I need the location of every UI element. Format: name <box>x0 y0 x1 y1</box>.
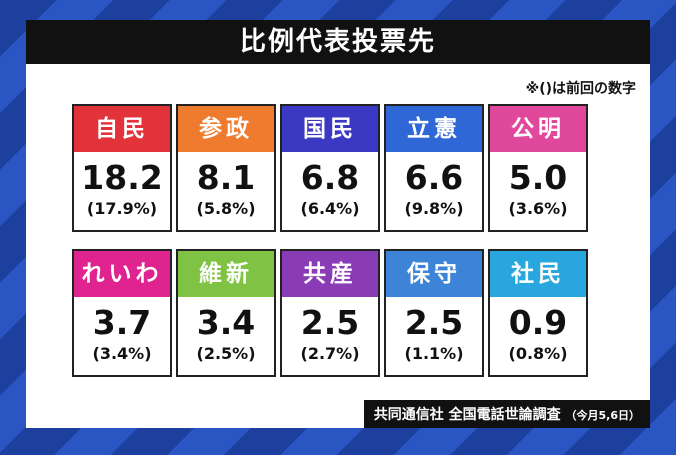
party-tile: 維新 3.4 (2.5%) <box>176 249 276 377</box>
party-tile: 社民 0.9 (0.8%) <box>488 249 588 377</box>
party-tile: 国民 6.8 (6.4%) <box>280 104 380 232</box>
party-tile: 公明 5.0 (3.6%) <box>488 104 588 232</box>
party-tile: 自民 18.2 (17.9%) <box>72 104 172 232</box>
party-previous: (0.8%) <box>508 344 568 363</box>
party-previous: (9.8%) <box>404 199 464 218</box>
party-name: 参政 <box>178 106 274 152</box>
party-name: 公明 <box>490 106 586 152</box>
party-previous: (2.7%) <box>300 344 360 363</box>
party-name: 国民 <box>282 106 378 152</box>
party-name: 維新 <box>178 251 274 297</box>
party-tile: 参政 8.1 (5.8%) <box>176 104 276 232</box>
party-previous: (17.9%) <box>86 199 158 218</box>
party-tile: れいわ 3.7 (3.4%) <box>72 249 172 377</box>
source-main: 共同通信社 全国電話世論調査 <box>373 407 561 423</box>
panel: 比例代表投票先 ※()は前回の数字 自民 18.2 (17.9%) 参政 8.1 (5.8… <box>26 20 650 428</box>
party-value: 2.5 <box>404 303 464 342</box>
party-name: れいわ <box>74 251 170 297</box>
party-value: 18.2 <box>81 158 163 197</box>
party-value: 0.9 <box>508 303 568 342</box>
party-value: 3.7 <box>92 303 152 342</box>
party-name: 共産 <box>282 251 378 297</box>
party-name: 社民 <box>490 251 586 297</box>
party-previous: (2.5%) <box>196 344 256 363</box>
source: 共同通信社 全国電話世論調査 （今月5,6日） <box>363 400 650 428</box>
party-name: 保守 <box>386 251 482 297</box>
party-tile: 保守 2.5 (1.1%) <box>384 249 484 377</box>
party-value: 2.5 <box>300 303 360 342</box>
party-value: 6.8 <box>300 158 360 197</box>
party-tile: 立憲 6.6 (9.8%) <box>384 104 484 232</box>
title: 比例代表投票先 <box>26 20 650 64</box>
party-value: 3.4 <box>196 303 256 342</box>
source-date: （今月5,6日） <box>565 409 641 422</box>
party-previous: (6.4%) <box>300 199 360 218</box>
party-previous: (5.8%) <box>196 199 256 218</box>
party-value: 6.6 <box>404 158 464 197</box>
note: ※()は前回の数字 <box>525 81 636 97</box>
party-value: 8.1 <box>196 158 256 197</box>
party-name: 自民 <box>74 106 170 152</box>
party-previous: (3.6%) <box>508 199 568 218</box>
party-value: 5.0 <box>508 158 568 197</box>
party-tile: 共産 2.5 (2.7%) <box>280 249 380 377</box>
party-name: 立憲 <box>386 106 482 152</box>
party-previous: (3.4%) <box>92 344 152 363</box>
party-previous: (1.1%) <box>404 344 464 363</box>
